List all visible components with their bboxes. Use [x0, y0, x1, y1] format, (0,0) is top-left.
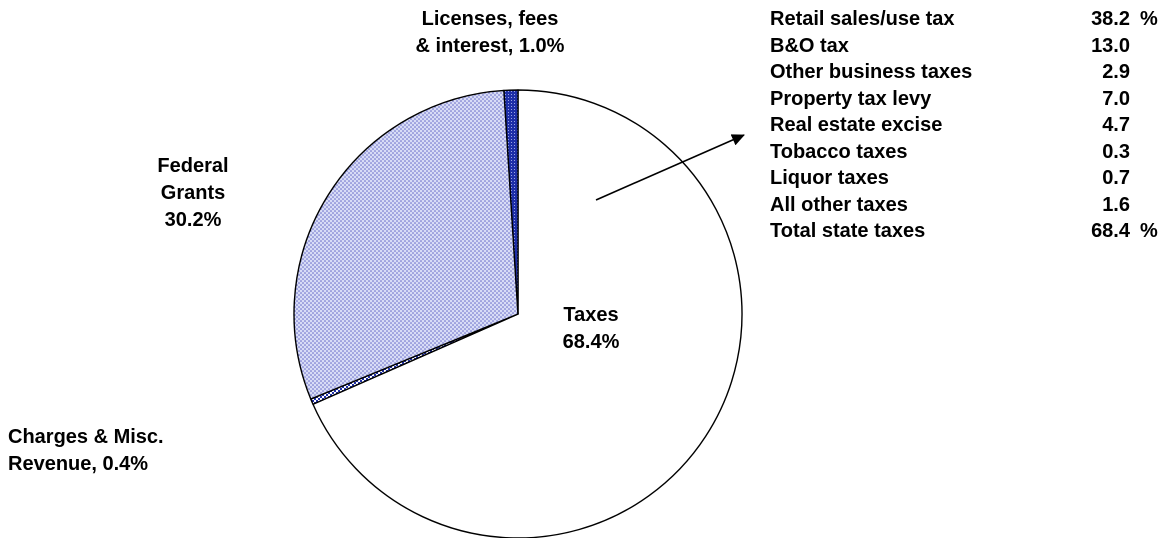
breakdown-name: Total state taxes	[770, 220, 926, 242]
breakdown-name: Retail sales/use tax	[770, 8, 955, 30]
slice-label-federal-line-1: Federal	[157, 155, 229, 177]
breakdown-value: 13.0	[1091, 34, 1130, 57]
breakdown-unit: %	[1140, 220, 1158, 242]
breakdown-value: 68.4	[1091, 220, 1130, 242]
slice-label-charges-line-1: Charges & Misc.	[8, 426, 164, 448]
breakdown-value: 7.0	[1102, 87, 1130, 110]
slice-label-taxes-line-1: Taxes	[563, 304, 619, 326]
breakdown-value: 4.7	[1102, 114, 1130, 136]
breakdown-name: B&O tax	[770, 34, 849, 57]
breakdown-name: Liquor taxes	[770, 167, 889, 189]
slice-label-taxes: Taxes 68.4%	[546, 302, 636, 356]
breakdown-name: All other taxes	[770, 193, 908, 216]
slice-label-licenses: Licenses, fees & interest, 1.0%	[390, 6, 590, 60]
breakdown-value: 0.3	[1102, 140, 1130, 163]
breakdown-value: 0.7	[1102, 167, 1130, 189]
pie-slice-licenses	[503, 89, 519, 315]
slice-label-licenses-line-2: & interest, 1.0%	[415, 35, 565, 57]
pie-slice-taxes	[312, 89, 743, 538]
breakdown-name: Property tax levy	[770, 87, 932, 110]
breakdown-value: 38.2	[1091, 8, 1130, 30]
slice-label-licenses-line-1: Licenses, fees	[421, 8, 559, 30]
slice-label-taxes-line-2: 68.4%	[562, 331, 620, 353]
slice-label-federal: Federal Grants 30.2%	[138, 153, 248, 234]
slice-label-federal-line-2: Grants	[160, 182, 226, 204]
taxes-callout-arrow	[595, 134, 745, 201]
breakdown-unit: %	[1140, 8, 1158, 30]
breakdown-name: Other business taxes	[770, 61, 973, 83]
slice-label-federal-line-3: 30.2%	[164, 209, 222, 231]
breakdown-name: Real estate excise	[770, 114, 943, 136]
slice-label-charges-line-2: Revenue, 0.4%	[8, 453, 149, 475]
breakdown-value: 2.9	[1102, 61, 1130, 83]
breakdown-name: Tobacco taxes	[770, 140, 908, 163]
pie-slice-federal	[293, 89, 519, 400]
slice-label-charges: Charges & Misc. Revenue, 0.4%	[8, 424, 164, 478]
breakdown-value: 1.6	[1102, 193, 1130, 216]
